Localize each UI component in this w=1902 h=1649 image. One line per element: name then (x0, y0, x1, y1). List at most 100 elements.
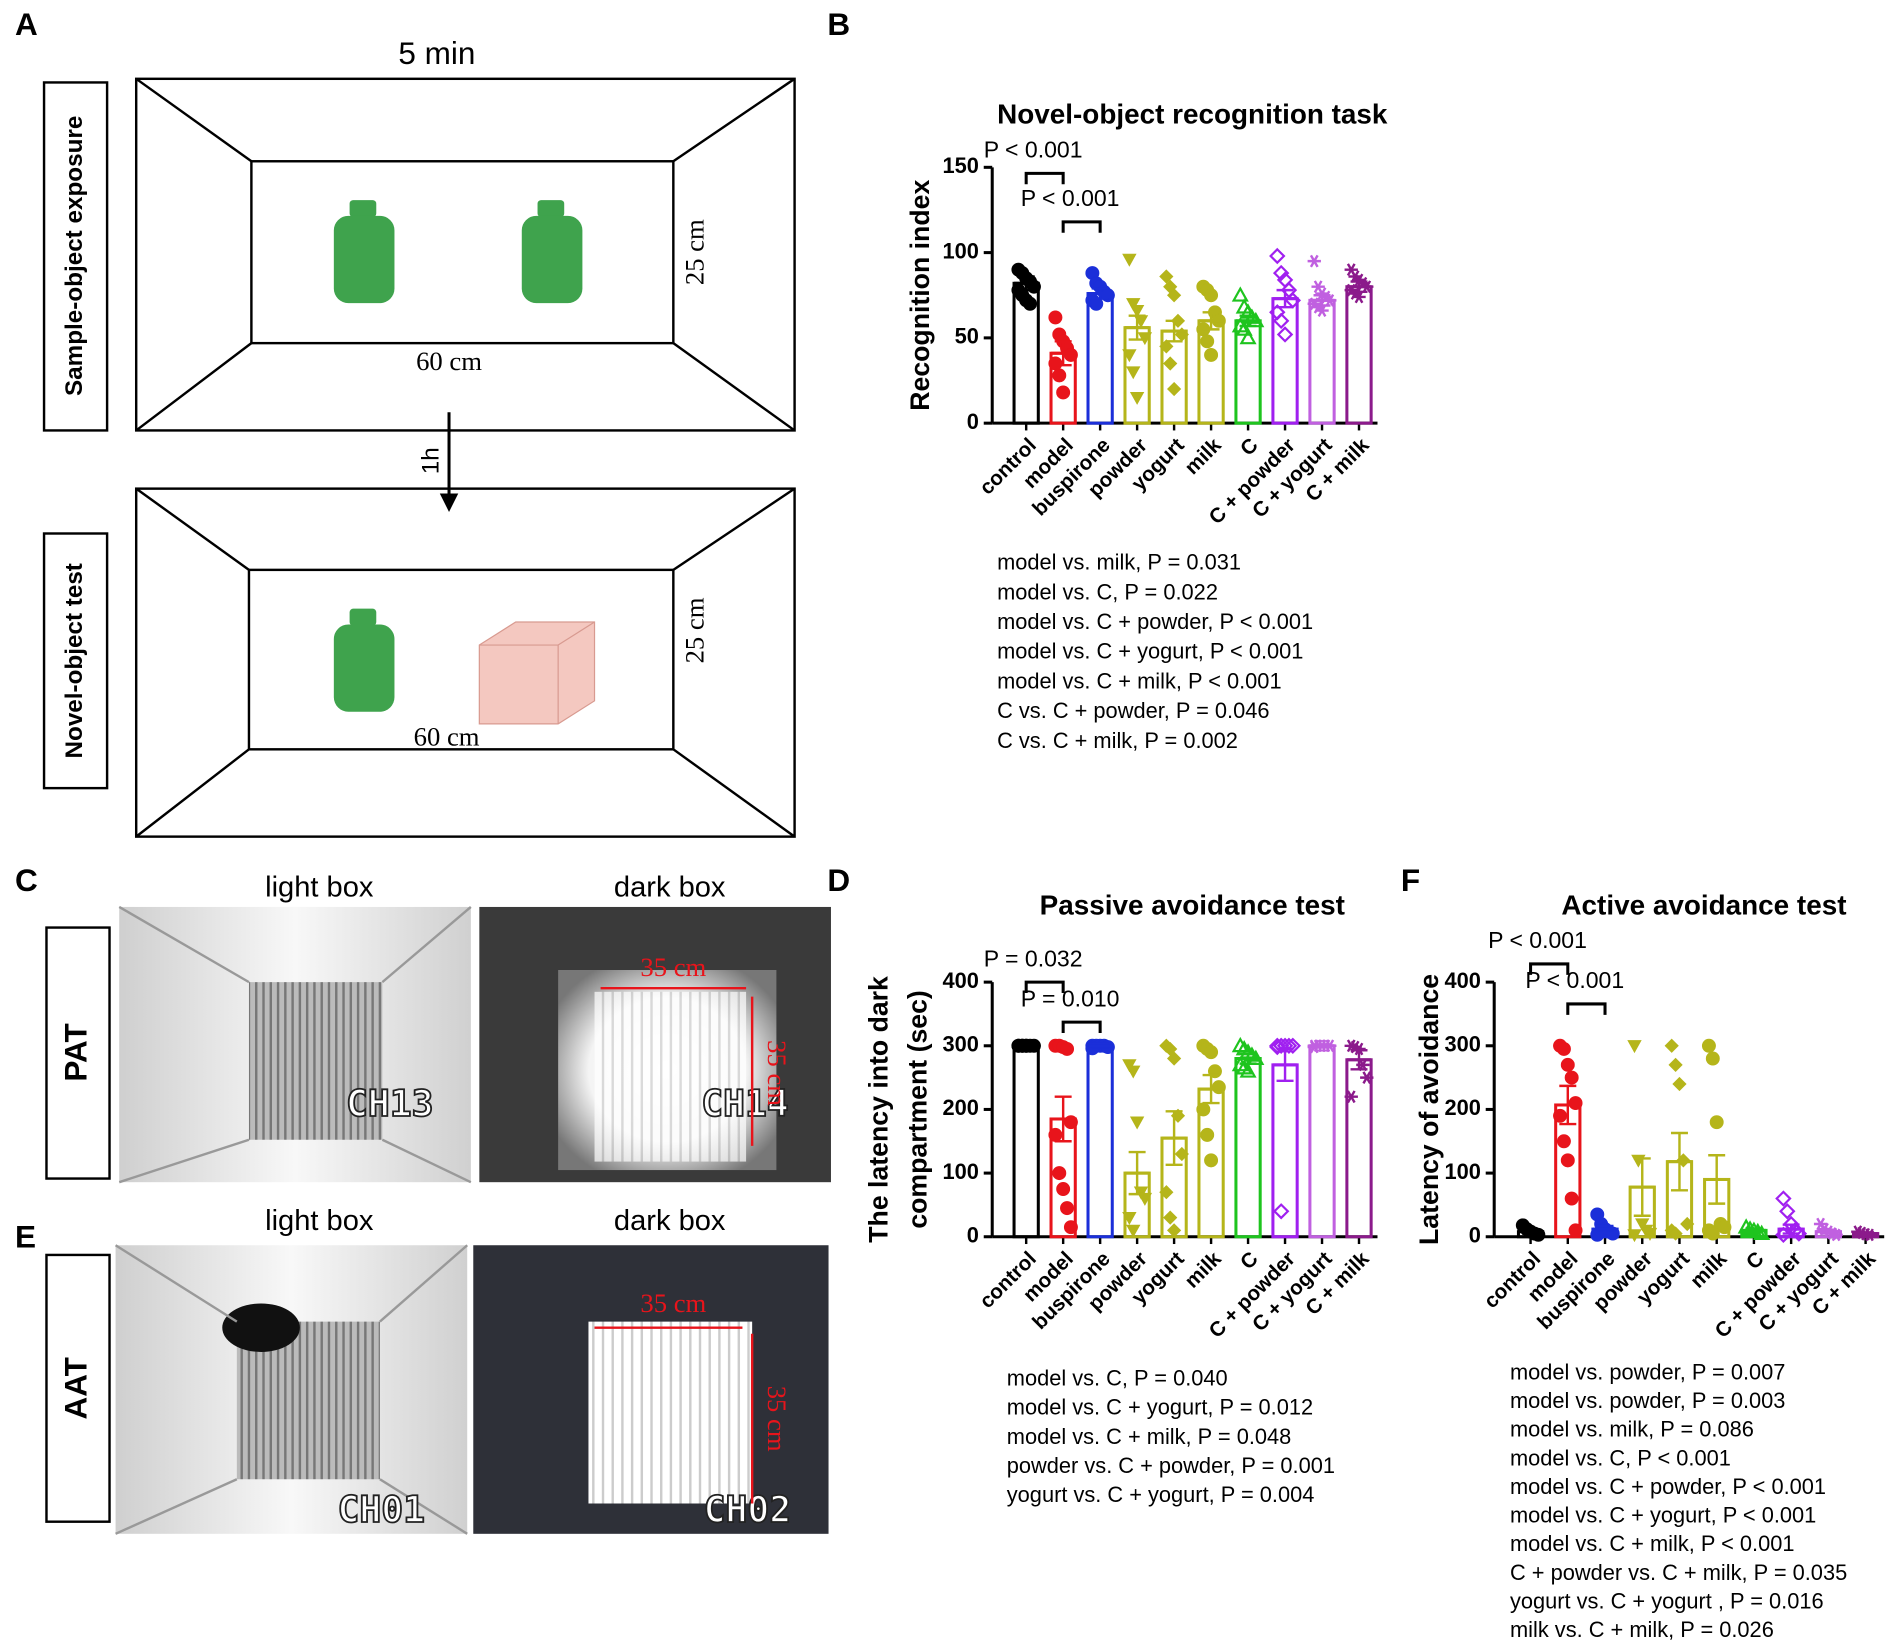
note: model vs. C + milk, P < 0.001 (1510, 1531, 1795, 1556)
data-point (1352, 290, 1366, 304)
data-point (1126, 298, 1141, 312)
note: milk vs. C + milk, P = 0.026 (1510, 1617, 1774, 1642)
bar (1308, 298, 1336, 425)
interval: 1h (417, 447, 444, 474)
bar (1012, 1044, 1040, 1239)
panel-label: E (15, 1219, 36, 1255)
data-point (1204, 1045, 1219, 1060)
note: model vs. C, P < 0.001 (1510, 1445, 1731, 1470)
data-point (1163, 1210, 1178, 1225)
dimension-lines (594, 1326, 754, 1504)
chart-title: Active avoidance test (1561, 889, 1846, 920)
data-point (1052, 368, 1067, 383)
data-point (1163, 356, 1178, 371)
bar (1345, 285, 1373, 425)
cube (478, 621, 596, 725)
data-point (1231, 286, 1249, 302)
note: model vs. C + milk, P = 0.048 (1007, 1424, 1292, 1449)
data-point (1167, 1051, 1182, 1066)
photo-edges (114, 1244, 469, 1535)
x-tick-label: C (1236, 434, 1263, 461)
data-point (1269, 247, 1286, 265)
y-axis-label: Recognition index (905, 180, 935, 411)
y-tick-label: 0 (1469, 1223, 1481, 1248)
data-point (1063, 347, 1078, 362)
chart: Novel-object recognition task Recognition… (905, 99, 1388, 753)
data-point (1709, 1115, 1724, 1130)
note: yogurt vs. C + yogurt , P = 0.016 (1510, 1588, 1824, 1613)
data-point (1056, 385, 1071, 400)
data-point (1642, 1227, 1658, 1241)
x-tick-label: C (1742, 1247, 1769, 1274)
side-label: PAT (57, 1023, 93, 1081)
panel-label: B (827, 6, 850, 42)
grid-floor (248, 982, 383, 1140)
data-point (1668, 1226, 1683, 1241)
data-point (1284, 1037, 1302, 1054)
photo-title: light box (265, 1205, 374, 1237)
data-point (1174, 1146, 1189, 1162)
data-point (1100, 288, 1115, 303)
data-point (1556, 1134, 1571, 1149)
data-point (1790, 1225, 1808, 1242)
data-point (1701, 1038, 1716, 1053)
bottles (333, 200, 583, 712)
data-point (1717, 1220, 1732, 1235)
x-tick-label: C (1236, 1247, 1263, 1274)
panel-labels: A B C D E F (15, 6, 1420, 1254)
data-point (1159, 269, 1174, 284)
data-point (1063, 1220, 1078, 1235)
data-point (1211, 1080, 1226, 1095)
data-point (1315, 304, 1329, 317)
arena (134, 77, 796, 432)
y-tick-label: 0 (967, 1223, 979, 1248)
bar (1271, 1063, 1299, 1239)
data-point (1167, 381, 1182, 397)
panel-a: 5 min Sample-object exposure 60 cm 25 cm… (42, 35, 796, 838)
p-value: P < 0.001 (984, 137, 1083, 163)
note: model vs. C + milk, P < 0.001 (997, 668, 1281, 693)
data-point (1204, 288, 1219, 303)
chart-title: Novel-object recognition task (997, 99, 1388, 130)
data-point (1272, 264, 1290, 282)
note: model vs. powder, P = 0.007 (1510, 1360, 1785, 1385)
p-value: P = 0.032 (984, 945, 1083, 971)
y-tick-label: 300 (942, 1032, 978, 1057)
depth-label: 25 cm (680, 219, 710, 285)
data-point (1200, 334, 1215, 349)
data-point (1680, 1216, 1695, 1232)
data-point (1344, 1090, 1358, 1104)
data-point (1705, 1226, 1720, 1241)
note: model vs. milk, P = 0.086 (1510, 1417, 1754, 1442)
data-point (1126, 1065, 1141, 1079)
note: model vs. powder, P = 0.003 (1510, 1388, 1785, 1413)
y-tick-label: 300 (1444, 1032, 1480, 1057)
label-box (45, 1253, 111, 1523)
data-point (1635, 1218, 1650, 1232)
data-point (1280, 1037, 1298, 1054)
data-point (1668, 1057, 1683, 1072)
data-point (1556, 1041, 1571, 1056)
dimension: 35 cm (762, 1386, 792, 1452)
data-point (1664, 1038, 1679, 1053)
note: model vs. C, P = 0.040 (1007, 1366, 1228, 1391)
width-label: 60 cm (416, 346, 482, 376)
data-point (1235, 320, 1253, 336)
data-point (1196, 1102, 1211, 1117)
data-point (1126, 366, 1141, 380)
y-tick-label: 100 (1444, 1159, 1480, 1184)
dimension: 35 cm (762, 1040, 792, 1106)
y-axis-label: Latency of avoidance (1414, 974, 1444, 1245)
y-axis-label: The latency into dark (864, 976, 894, 1243)
data-point (1200, 1127, 1215, 1142)
data-point (1272, 312, 1290, 330)
y-tick-label: 400 (942, 968, 978, 993)
data-point (1122, 1059, 1137, 1073)
data-point (1553, 1108, 1568, 1123)
data-point (1272, 1203, 1290, 1220)
data-point (1239, 1062, 1257, 1078)
data-point (1269, 1038, 1286, 1056)
data-point (1204, 1153, 1219, 1168)
data-point (1568, 1096, 1583, 1111)
